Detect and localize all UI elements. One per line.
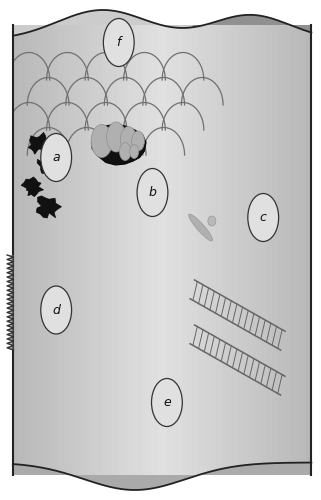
Polygon shape xyxy=(23,25,28,475)
Polygon shape xyxy=(132,25,137,475)
Polygon shape xyxy=(272,25,277,475)
Polygon shape xyxy=(122,25,127,475)
Polygon shape xyxy=(91,124,146,165)
Text: f: f xyxy=(117,36,121,49)
Polygon shape xyxy=(202,25,207,475)
Circle shape xyxy=(130,144,139,158)
Circle shape xyxy=(41,134,72,182)
Polygon shape xyxy=(28,25,33,475)
Polygon shape xyxy=(242,25,247,475)
Polygon shape xyxy=(217,25,222,475)
Polygon shape xyxy=(252,25,257,475)
Circle shape xyxy=(107,122,126,152)
Polygon shape xyxy=(13,462,311,490)
Polygon shape xyxy=(117,25,122,475)
Ellipse shape xyxy=(208,216,216,226)
Polygon shape xyxy=(167,25,172,475)
Circle shape xyxy=(120,126,136,152)
Polygon shape xyxy=(266,25,272,475)
Polygon shape xyxy=(147,25,152,475)
Circle shape xyxy=(103,18,134,66)
Circle shape xyxy=(152,378,182,426)
Circle shape xyxy=(91,124,112,158)
Polygon shape xyxy=(193,15,311,32)
Polygon shape xyxy=(38,25,43,475)
Polygon shape xyxy=(277,25,282,475)
Polygon shape xyxy=(262,25,266,475)
Polygon shape xyxy=(53,25,58,475)
Polygon shape xyxy=(87,25,92,475)
Polygon shape xyxy=(286,25,291,475)
Polygon shape xyxy=(29,132,48,154)
Polygon shape xyxy=(137,25,142,475)
Polygon shape xyxy=(97,25,102,475)
Polygon shape xyxy=(82,25,87,475)
Polygon shape xyxy=(282,25,286,475)
Circle shape xyxy=(137,168,168,216)
Polygon shape xyxy=(152,25,157,475)
Polygon shape xyxy=(102,25,107,475)
Circle shape xyxy=(248,194,279,242)
Polygon shape xyxy=(182,25,187,475)
Polygon shape xyxy=(257,25,262,475)
Ellipse shape xyxy=(189,214,213,241)
Text: a: a xyxy=(52,151,60,164)
Polygon shape xyxy=(67,25,73,475)
Polygon shape xyxy=(58,25,63,475)
Polygon shape xyxy=(232,25,237,475)
Polygon shape xyxy=(306,25,311,475)
Polygon shape xyxy=(37,159,62,177)
Circle shape xyxy=(119,142,131,160)
Polygon shape xyxy=(36,196,62,218)
Polygon shape xyxy=(187,25,192,475)
Polygon shape xyxy=(172,25,177,475)
Polygon shape xyxy=(162,25,167,475)
Polygon shape xyxy=(73,25,78,475)
Polygon shape xyxy=(142,25,147,475)
Polygon shape xyxy=(177,25,182,475)
Polygon shape xyxy=(13,25,18,475)
Text: b: b xyxy=(149,186,156,199)
Circle shape xyxy=(41,286,72,334)
Polygon shape xyxy=(92,25,97,475)
Polygon shape xyxy=(18,25,23,475)
Polygon shape xyxy=(78,25,82,475)
Polygon shape xyxy=(33,25,38,475)
Polygon shape xyxy=(227,25,232,475)
Polygon shape xyxy=(157,25,162,475)
Polygon shape xyxy=(7,255,13,350)
Polygon shape xyxy=(63,25,67,475)
Polygon shape xyxy=(21,177,44,197)
Polygon shape xyxy=(291,25,296,475)
Polygon shape xyxy=(222,25,227,475)
Polygon shape xyxy=(197,25,202,475)
Polygon shape xyxy=(247,25,252,475)
Polygon shape xyxy=(237,25,242,475)
Polygon shape xyxy=(296,25,301,475)
Polygon shape xyxy=(48,25,53,475)
Text: d: d xyxy=(52,304,60,316)
Polygon shape xyxy=(301,25,306,475)
Text: e: e xyxy=(163,396,171,409)
Polygon shape xyxy=(43,25,48,475)
Circle shape xyxy=(132,131,144,151)
Polygon shape xyxy=(212,25,217,475)
Polygon shape xyxy=(112,25,117,475)
Polygon shape xyxy=(192,25,197,475)
Polygon shape xyxy=(207,25,212,475)
Polygon shape xyxy=(127,25,132,475)
Text: c: c xyxy=(260,211,267,224)
Polygon shape xyxy=(13,10,311,36)
Polygon shape xyxy=(107,25,112,475)
